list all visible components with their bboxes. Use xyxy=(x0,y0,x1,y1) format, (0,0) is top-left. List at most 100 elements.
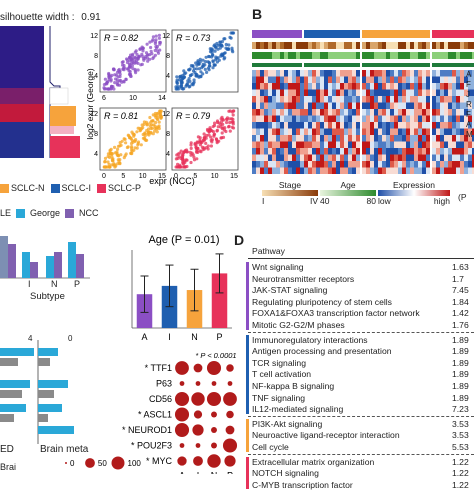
expression-cell xyxy=(300,102,304,109)
x-tick-label: 15 xyxy=(158,173,166,180)
expression-cell xyxy=(422,76,426,83)
expression-cell xyxy=(440,135,444,142)
expression-cell xyxy=(268,76,272,83)
expression-cell xyxy=(362,167,366,174)
legend-swatch-ncc xyxy=(65,208,75,218)
bar xyxy=(0,358,18,366)
expression-cell xyxy=(288,154,292,161)
expression-cell xyxy=(292,141,296,148)
expression-cell xyxy=(344,89,348,96)
age-cell xyxy=(418,52,422,59)
expression-cell xyxy=(410,96,414,103)
expression-cell xyxy=(344,96,348,103)
scatter-point xyxy=(227,47,231,51)
expression-cell xyxy=(436,148,440,155)
marker-dot xyxy=(191,392,205,406)
y-tick-label: 4 xyxy=(166,151,170,158)
scatter-point xyxy=(103,159,107,164)
expression-cell xyxy=(332,167,336,174)
expression-cell xyxy=(414,135,418,142)
expression-cell xyxy=(356,128,360,135)
expression-cell xyxy=(268,154,272,161)
pathway-name: Immunoregulatory interactions xyxy=(252,334,368,345)
expression-cell xyxy=(300,89,304,96)
scatter-point xyxy=(133,50,137,54)
expression-cell xyxy=(344,167,348,174)
expression-cell xyxy=(378,109,382,116)
scatter-point xyxy=(107,77,111,82)
scatter-point xyxy=(112,87,116,91)
expression-cell xyxy=(370,96,374,103)
expression-cell xyxy=(382,76,386,83)
expression-cell xyxy=(280,161,284,168)
scatter-point xyxy=(203,67,207,71)
scatter-point xyxy=(103,165,107,169)
expression-cell xyxy=(410,167,414,174)
group-bar xyxy=(432,30,474,38)
age-legend-title: Age xyxy=(340,180,356,190)
expression-cell xyxy=(332,135,336,142)
dot-column-label: I xyxy=(197,471,200,475)
expression-cell xyxy=(436,141,440,148)
marker-dot xyxy=(193,410,203,419)
scatter-point xyxy=(157,120,161,124)
expression-cell xyxy=(284,109,288,116)
age-cell xyxy=(312,52,316,59)
marker-dot xyxy=(195,381,201,386)
expression-cell xyxy=(398,89,402,96)
expression-cell xyxy=(264,109,268,116)
group-bar xyxy=(252,30,302,38)
expression-cell xyxy=(352,167,356,174)
expression-cell xyxy=(300,96,304,103)
expression-cell xyxy=(296,148,300,155)
expression-cell xyxy=(414,115,418,122)
scatter-point xyxy=(121,63,125,67)
silhouette-block-mid xyxy=(0,88,44,104)
scatter-point xyxy=(128,65,133,69)
correlation-label: R = 0.81 xyxy=(104,111,138,121)
scatter-point xyxy=(129,136,133,140)
expression-cell xyxy=(382,141,386,148)
expression-cell xyxy=(304,115,308,122)
expression-cell xyxy=(460,161,464,168)
expression-cell xyxy=(336,96,340,103)
expression-cell xyxy=(436,102,440,109)
tick-n: N xyxy=(51,279,58,289)
expression-cell xyxy=(256,83,260,90)
expression-cell xyxy=(280,96,284,103)
expression-cell xyxy=(340,115,344,122)
expression-cell xyxy=(284,161,288,168)
marker-dot xyxy=(192,424,204,436)
expression-cell xyxy=(464,83,468,90)
expression-cell xyxy=(362,102,366,109)
expression-cell xyxy=(296,115,300,122)
expression-cell xyxy=(452,167,456,174)
scatter-point xyxy=(131,67,135,71)
pathway-name: FOXA1&FOXA3 transcription factor network xyxy=(252,308,420,319)
expression-cell xyxy=(268,135,272,142)
scatter-point xyxy=(135,52,139,56)
y-tick-label: 8 xyxy=(94,53,98,60)
expression-cell xyxy=(348,141,352,148)
expression-cell xyxy=(378,161,382,168)
expression-cell xyxy=(362,141,366,148)
stage-cell xyxy=(332,42,336,49)
expression-cell xyxy=(440,70,444,77)
expression-cell xyxy=(452,102,456,109)
expression-cell xyxy=(320,96,324,103)
legend-swatch-p xyxy=(97,183,107,193)
scatter-point xyxy=(190,151,194,155)
expression-cell xyxy=(256,122,260,129)
expression-cell xyxy=(452,96,456,103)
expression-cell xyxy=(288,122,292,129)
bar xyxy=(38,380,68,388)
expression-cell xyxy=(418,148,422,155)
expression-cell xyxy=(328,83,332,90)
expression-cell xyxy=(362,148,366,155)
expression-cell xyxy=(324,161,328,168)
expression-legend: Expression low high xyxy=(378,180,450,206)
scatter-point xyxy=(181,157,185,161)
expression-cell xyxy=(460,154,464,161)
expression-cell xyxy=(284,115,288,122)
age-cell xyxy=(432,52,436,59)
